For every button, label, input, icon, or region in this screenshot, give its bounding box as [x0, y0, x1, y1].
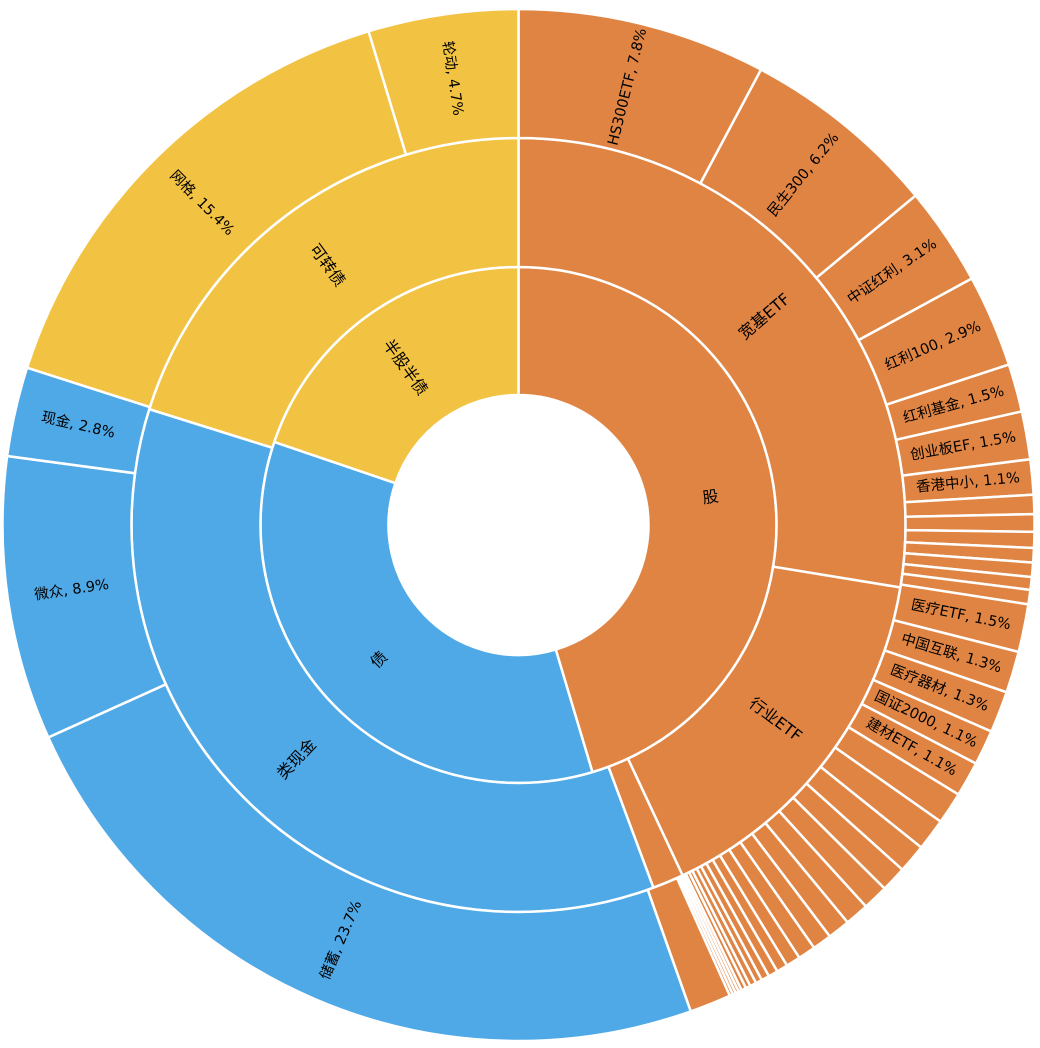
outer-ring-segment-45 — [366, 7, 520, 157]
outer-ring-segment-41 — [46, 682, 693, 1043]
inner-ring-label-0: 股 — [701, 486, 720, 507]
outer-ring: HS300ETF, 7.8%民生300, 6.2%中证红利, 3.1%红利100… — [1, 7, 1036, 1043]
